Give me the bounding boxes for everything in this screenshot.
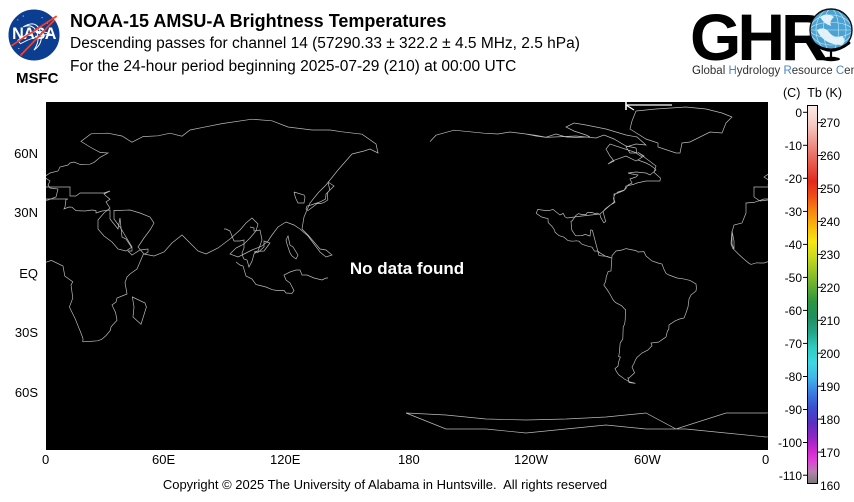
svg-text:Global Hydrology Resource Cent: Global Hydrology Resource Center [692, 65, 854, 77]
svg-text:GHR: GHR [690, 2, 828, 74]
